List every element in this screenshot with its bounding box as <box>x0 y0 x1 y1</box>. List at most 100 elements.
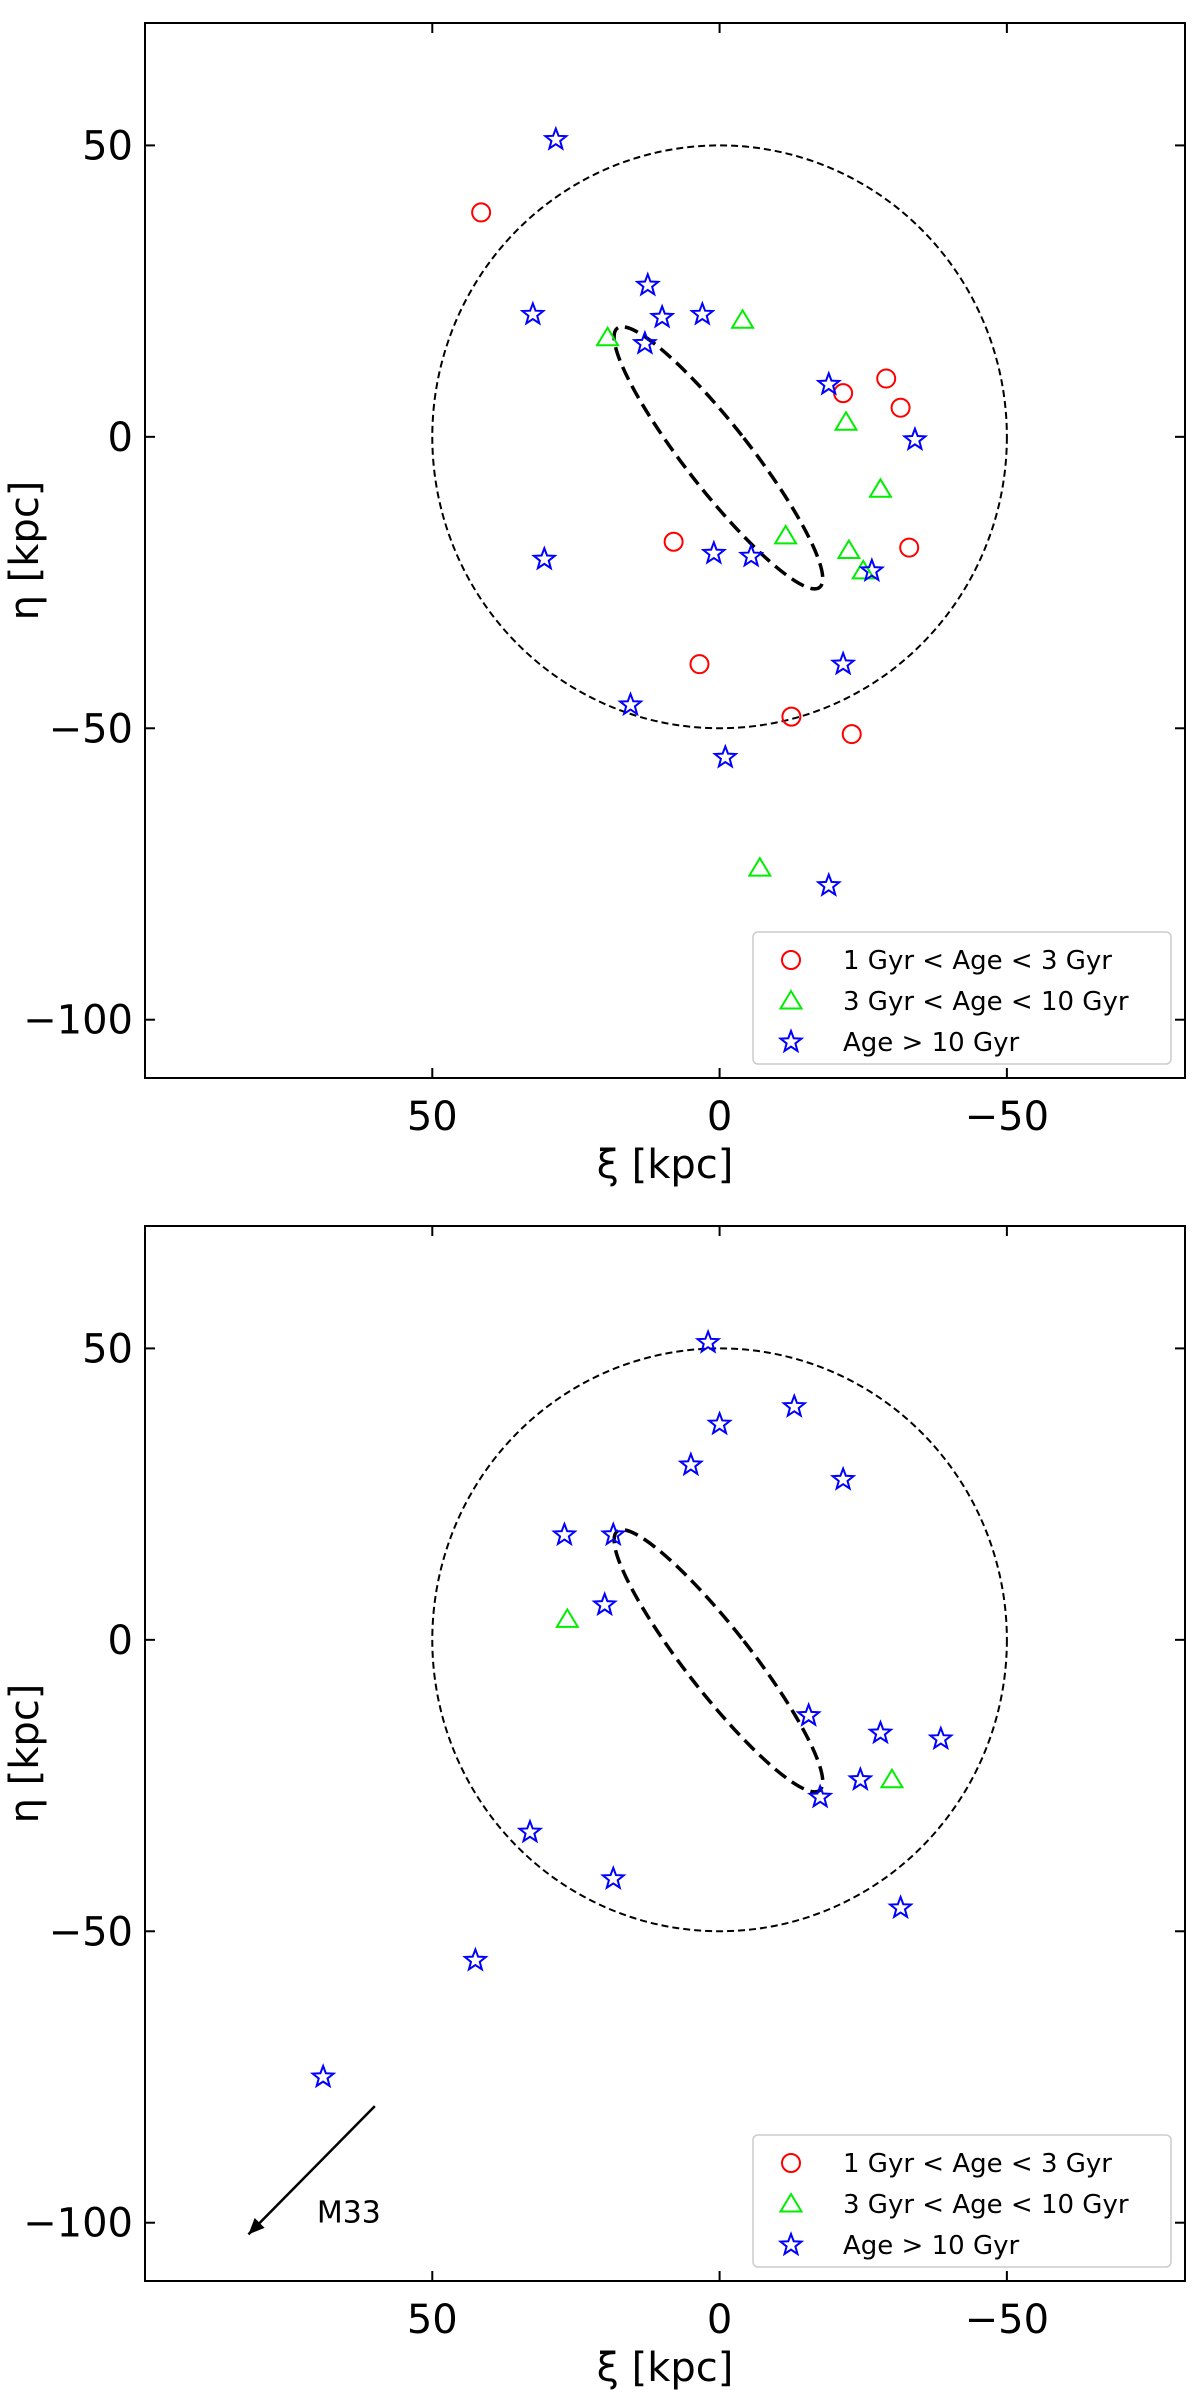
data-point-star <box>689 300 716 326</box>
data-point-circle <box>781 706 802 727</box>
data-point-star <box>901 425 929 451</box>
disk-ellipse <box>612 1528 825 1794</box>
axes-frame <box>144 22 1186 1079</box>
y-tick-label: 0 <box>108 1618 133 1664</box>
legend-entry: 1 Gyr < Age < 3 Gyr <box>843 946 1112 976</box>
x-axis-label: ξ [kpc] <box>597 2345 734 2391</box>
y-axis-label: η [kpc] <box>2 481 48 621</box>
data-point-star <box>847 1765 874 1791</box>
data-point-triangle <box>851 558 876 580</box>
x-tick-label: 0 <box>707 1094 732 1140</box>
data-point-star <box>309 2063 337 2089</box>
data-point-star <box>815 871 842 897</box>
data-point-circle <box>833 383 854 404</box>
y-tick-label: −100 <box>23 2201 133 2247</box>
x-tick-label: −50 <box>965 1094 1049 1140</box>
legend-marker-circle <box>781 2153 801 2173</box>
data-point-triangle <box>836 538 862 559</box>
data-point-star <box>706 1410 733 1436</box>
bottom-panel: M33 50 0 −50 50 0 −50 −100 ξ [kpc] η [kpc] 1 Gyr <… <box>2 1225 1186 2391</box>
data-point-star <box>927 1725 954 1751</box>
data-point-star <box>634 271 661 297</box>
m33-arrow-head <box>248 2218 265 2235</box>
data-point-triangle <box>868 477 893 498</box>
legend-entry: 1 Gyr < Age < 3 Gyr <box>843 2149 1112 2179</box>
data-point-triangle <box>747 856 773 877</box>
data-point-star <box>712 743 739 769</box>
data-point-star <box>531 545 558 571</box>
data-point-star <box>806 1783 834 1809</box>
y-tick-label: −50 <box>49 706 133 752</box>
series-triangle <box>595 308 893 877</box>
data-point-star <box>519 300 547 326</box>
data-point-star <box>600 1864 627 1891</box>
legend-entry: 3 Gyr < Age < 10 Gyr <box>843 987 1129 1017</box>
data-point-star <box>887 1894 914 1920</box>
data-point-star <box>462 1946 489 1972</box>
data-point-triangle <box>879 1767 905 1789</box>
data-point-star <box>600 1521 627 1547</box>
data-point-star <box>867 1719 894 1745</box>
top-panel: 50 0 −50 50 0 −50 −100 ξ [kpc] η [kpc] 1 Gyr < Ag… <box>2 22 1186 1188</box>
legend-box <box>752 2134 1172 2268</box>
axes-frame <box>144 1225 1186 2282</box>
data-point-star <box>829 650 857 676</box>
data-point-triangle <box>555 1607 580 1628</box>
legend-marker-star <box>777 1028 805 1054</box>
x-axis-label: ξ [kpc] <box>597 1142 734 1188</box>
data-point-star <box>694 1328 722 1354</box>
disk-ellipse <box>612 325 825 591</box>
data-point-star <box>542 125 570 151</box>
data-point-star <box>700 539 728 565</box>
data-point-star <box>795 1701 822 1727</box>
data-point-star <box>738 542 765 568</box>
data-point-star <box>631 329 659 355</box>
data-point-star <box>591 1591 618 1617</box>
series-star <box>309 1328 954 2089</box>
data-point-circle <box>876 368 897 389</box>
m33-arrow-shaft <box>247 2105 376 2236</box>
series-triangle <box>555 1607 905 1789</box>
x-tick-label: −50 <box>965 2297 1049 2343</box>
data-point-star <box>858 557 886 583</box>
series-circle <box>471 202 920 745</box>
legend: 1 Gyr < Age < 3 Gyr 3 Gyr < Age < 10 Gyr A… <box>752 2134 1172 2268</box>
data-point-circle <box>890 397 911 418</box>
y-tick-label: 0 <box>108 415 133 461</box>
plot-area <box>431 125 1008 897</box>
data-point-star <box>677 1451 705 1477</box>
y-tick-label: −50 <box>49 1909 133 1955</box>
data-point-star <box>516 1818 544 1844</box>
data-point-circle <box>471 202 492 223</box>
x-tick-label: 0 <box>707 2297 732 2343</box>
data-point-circle <box>663 531 684 552</box>
legend-marker-triangle <box>778 2192 804 2213</box>
legend-marker-triangle <box>778 989 804 1010</box>
data-point-triangle <box>773 524 798 545</box>
data-point-triangle <box>595 325 620 347</box>
data-point-star <box>781 1392 808 1418</box>
data-point-circle <box>841 724 862 745</box>
reference-circle <box>431 1347 1008 1933</box>
data-point-circle <box>899 537 920 558</box>
legend-marker-circle <box>781 950 801 970</box>
y-tick-label: 50 <box>82 123 133 169</box>
legend: 1 Gyr < Age < 3 Gyr 3 Gyr < Age < 10 Gyr A… <box>752 931 1172 1065</box>
reference-circle <box>431 144 1008 730</box>
y-axis-label: η [kpc] <box>2 1684 48 1824</box>
x-tick-label: 50 <box>407 1094 458 1140</box>
data-point-star <box>617 691 644 717</box>
plot-area <box>309 1328 1008 2089</box>
data-point-star <box>815 370 842 396</box>
legend-marker-star <box>777 2231 805 2257</box>
legend-entry: Age > 10 Gyr <box>843 1028 1019 1058</box>
series-star <box>519 125 929 897</box>
data-point-triangle <box>730 308 755 329</box>
x-tick-label: 50 <box>407 2297 458 2343</box>
legend-box <box>752 931 1172 1065</box>
data-point-star <box>648 303 676 329</box>
legend-entry: 3 Gyr < Age < 10 Gyr <box>843 2190 1129 2220</box>
data-point-triangle <box>833 410 859 431</box>
data-point-star <box>551 1521 578 1547</box>
